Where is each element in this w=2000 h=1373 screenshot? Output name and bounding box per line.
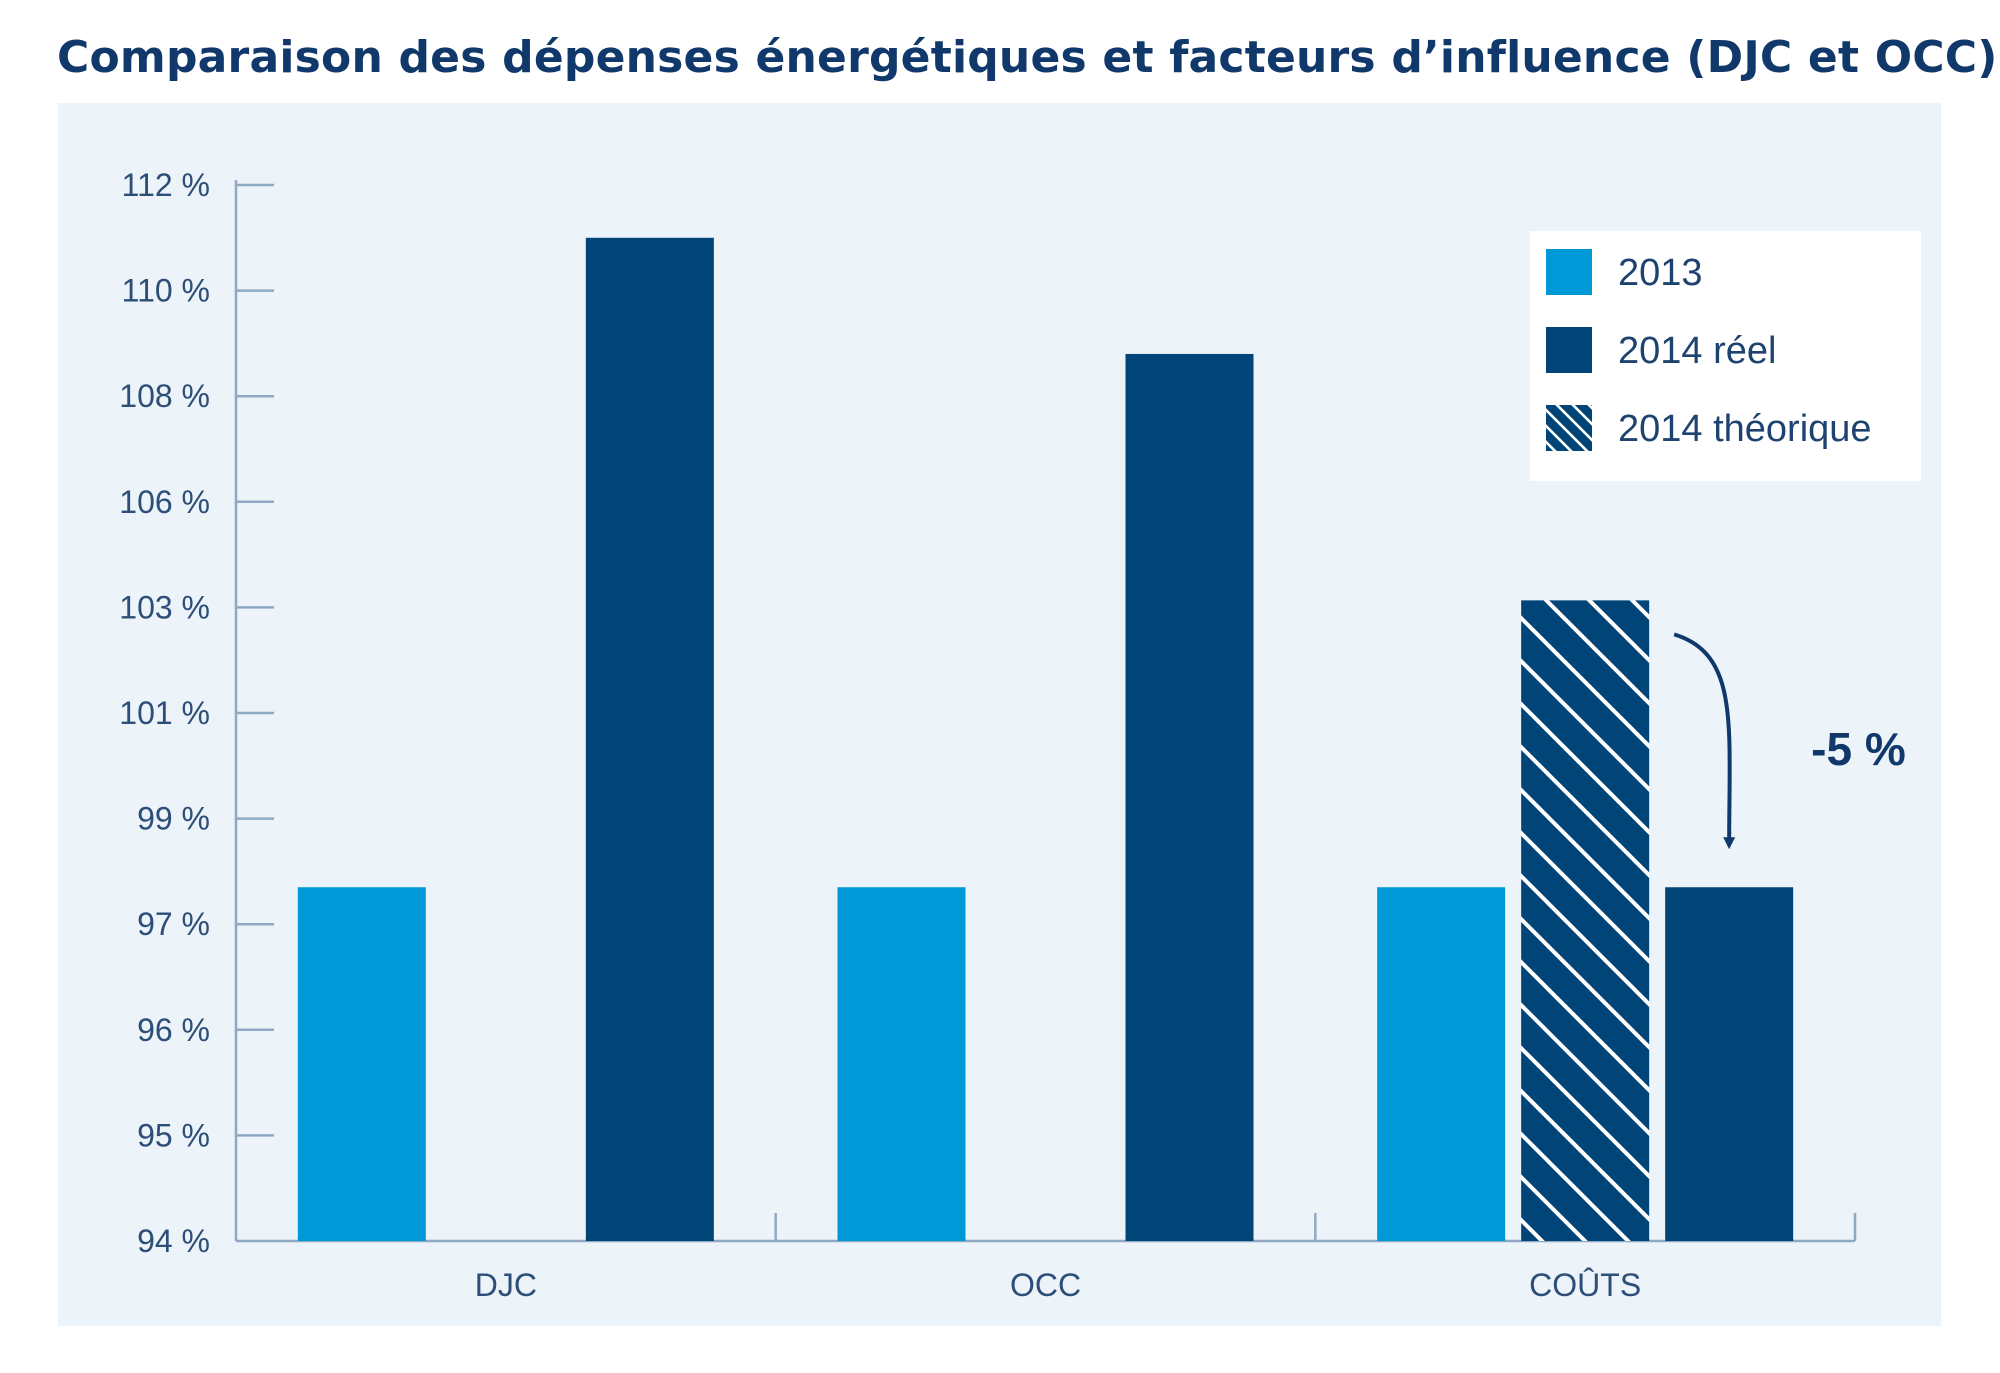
y-tick-label: 97 % — [137, 906, 210, 942]
y-tick-label: 103 % — [119, 589, 210, 625]
y-tick-label: 101 % — [119, 695, 210, 731]
y-tick-label: 106 % — [119, 484, 210, 520]
annotation-label: -5 % — [1811, 723, 1906, 775]
y-tick-label: 99 % — [137, 801, 210, 837]
bar — [585, 237, 714, 1242]
legend-label: 2014 réel — [1618, 330, 1776, 372]
y-tick-label: 112 % — [122, 167, 210, 203]
bar — [297, 887, 426, 1241]
y-tick-label: 110 % — [122, 273, 210, 309]
x-tick-label: COÛTS — [1529, 1267, 1641, 1303]
bar — [1125, 353, 1254, 1242]
legend-label: 2013 — [1618, 252, 1703, 294]
bar — [837, 887, 966, 1241]
y-tick-label: 95 % — [137, 1117, 210, 1153]
legend-swatch — [1546, 249, 1592, 295]
legend-swatch — [1546, 327, 1592, 373]
bars — [297, 237, 1794, 1242]
y-tick-label: 96 % — [137, 1012, 210, 1048]
legend: 2013 2014 réel 2014 théorique — [1530, 231, 1921, 481]
x-tick-label: DJC — [475, 1267, 537, 1303]
bar — [1665, 887, 1794, 1241]
bar — [1521, 600, 1650, 1241]
y-tick-label: 108 % — [119, 378, 210, 414]
x-tick-label: OCC — [1010, 1267, 1081, 1303]
axes: 94 % 95 % 96 % 97 % 99 % 101 % 103 % 106 % 108 %… — [119, 167, 1857, 1303]
legend-swatch — [1546, 405, 1592, 451]
annotations: -5 % — [1673, 632, 1906, 850]
legend-box — [1530, 231, 1921, 481]
chart-title: Comparaison des dépenses énergétiques et… — [57, 32, 1998, 83]
annotation-arrow — [1673, 632, 1736, 850]
y-tick-label: 94 % — [137, 1223, 210, 1259]
legend-label: 2014 théorique — [1618, 408, 1872, 450]
bar — [1377, 887, 1506, 1241]
